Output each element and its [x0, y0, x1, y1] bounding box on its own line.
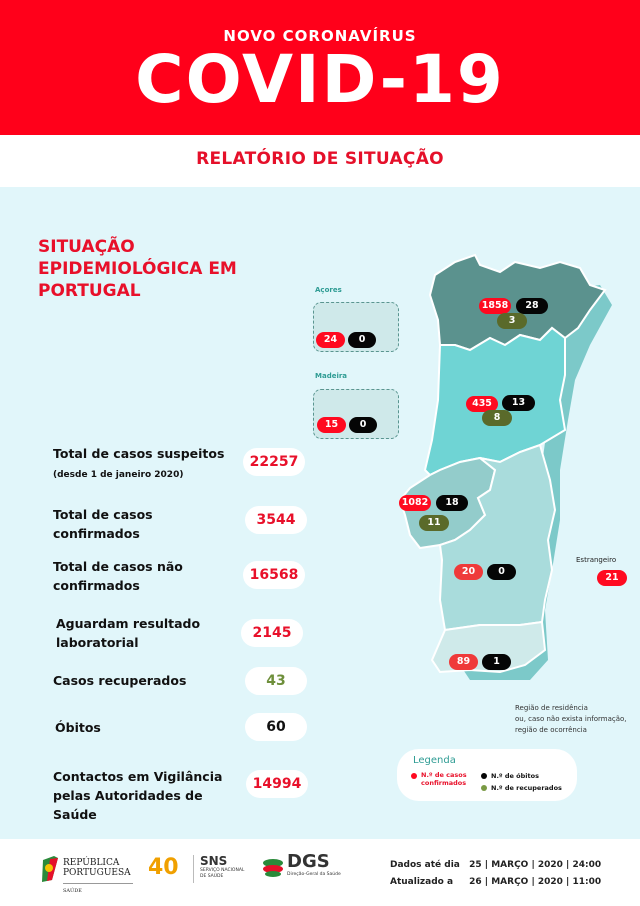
stat-label-text: Total de casos suspeitos — [53, 446, 225, 461]
alentejo-deaths-pill: 0 — [487, 564, 516, 580]
republica-flag-icon — [40, 856, 60, 882]
estrangeiro-label: Estrangeiro — [576, 556, 617, 564]
stat-value-deaths: 60 — [245, 713, 307, 741]
stat-value-not-confirmed: 16568 — [243, 561, 305, 589]
stat-label-awaiting: Aguardam resultado laboratorial — [56, 616, 201, 650]
map-note-line: região de ocorrência — [515, 726, 587, 734]
acores-label: Açores — [315, 286, 342, 294]
header-banner: NOVO CORONAVÍRUS COVID-19 — [0, 0, 640, 135]
norte-recovered-pill: 3 — [497, 313, 527, 329]
madeira-deaths-pill: 0 — [349, 417, 377, 433]
confirmed-dot-icon — [411, 773, 417, 779]
lisboa-deaths-pill: 18 — [436, 495, 468, 511]
legend-deaths: N.º de óbitos — [491, 772, 539, 780]
stat-label-not-confirmed: Total de casos não confirmados — [53, 559, 183, 593]
republica-name: REPÚBLICA PORTUGUESA — [63, 858, 131, 878]
data-until-value: 25 | MARÇO | 2020 | 24:00 — [469, 860, 602, 870]
dgs-logo: DGS Direção-Geral da Saúde — [287, 851, 341, 878]
centro-deaths-pill: 13 — [502, 395, 535, 411]
republica-logo-text: REPÚBLICA PORTUGUESA SAÚDE — [63, 858, 133, 896]
sns-40-logo: 40 — [148, 855, 179, 880]
map-note-line: ou, caso não exista informação, — [515, 715, 627, 723]
stat-value-contacts: 14994 — [246, 770, 308, 798]
republica-sub: SAÚDE — [63, 883, 133, 896]
lisboa-recovered-pill: 11 — [419, 515, 449, 531]
stat-label-note: (desde 1 de janeiro 2020) — [53, 470, 184, 480]
updated-row: Atualizado a 26 | MARÇO | 2020 | 11:00 — [390, 874, 601, 891]
estrangeiro-confirmed-pill: 21 — [597, 570, 627, 586]
alentejo-confirmed-pill: 20 — [454, 564, 483, 580]
acores-confirmed-pill: 24 — [316, 332, 345, 348]
stat-label-deaths: Óbitos — [55, 720, 101, 735]
sns-name: SNS — [200, 854, 228, 868]
deaths-dot-icon — [481, 773, 487, 779]
report-title-bar: RELATÓRIO DE SITUAÇÃO — [0, 135, 640, 187]
algarve-confirmed-pill: 89 — [449, 654, 478, 670]
norte-confirmed-pill: 1858 — [479, 298, 511, 314]
updated-label: Atualizado a — [390, 877, 454, 887]
report-title: RELATÓRIO DE SITUAÇÃO — [196, 149, 444, 169]
dgs-emblem-icon — [262, 858, 284, 878]
legend-title: Legenda — [413, 755, 456, 766]
recovered-dot-icon — [481, 785, 487, 791]
report-dates: Dados até dia 25 | MARÇO | 2020 | 24:00 … — [390, 857, 601, 891]
stat-label-confirmed: Total de casos confirmados — [53, 507, 153, 541]
madeira-label: Madeira — [315, 372, 348, 380]
data-until-label: Dados até dia — [390, 860, 460, 870]
sns-sub: SERVIÇO NACIONAL DE SAÚDE — [200, 868, 245, 879]
map-legend: Legenda N.º de casos confirmados N.º de … — [397, 749, 577, 801]
legend-recovered: N.º de recuperados — [491, 784, 562, 792]
dgs-name: DGS — [287, 851, 330, 872]
header-title: COVID-19 — [135, 41, 505, 118]
algarve-deaths-pill: 1 — [482, 654, 511, 670]
map-note: Região de residência ou, caso não exista… — [515, 703, 635, 736]
stat-value-suspected: 22257 — [243, 448, 305, 476]
centro-recovered-pill: 8 — [482, 410, 512, 426]
data-until-row: Dados até dia 25 | MARÇO | 2020 | 24:00 — [390, 857, 601, 874]
section-title: SITUAÇÃO EPIDEMIOLÓGICA EM PORTUGAL — [38, 237, 237, 301]
dgs-sub: Direção-Geral da Saúde — [287, 872, 341, 877]
lisboa-confirmed-pill: 1082 — [399, 495, 431, 511]
stat-value-awaiting: 2145 — [241, 619, 303, 647]
header-subtitle: NOVO CORONAVÍRUS — [223, 27, 417, 45]
centro-confirmed-pill: 435 — [466, 396, 498, 412]
legend-confirmed: N.º de casos confirmados — [421, 771, 467, 787]
stat-value-confirmed: 3544 — [245, 506, 307, 534]
logo-divider — [193, 855, 194, 883]
stat-label-suspected: Total de casos suspeitos (desde 1 de jan… — [53, 444, 243, 485]
updated-value: 26 | MARÇO | 2020 | 11:00 — [469, 877, 602, 887]
sns-logo: SNS SERVIÇO NACIONAL DE SAÚDE — [200, 854, 250, 880]
footer — [0, 839, 640, 906]
stat-label-contacts: Contactos em Vigilância pelas Autoridade… — [53, 769, 223, 822]
stat-label-recovered: Casos recuperados — [53, 673, 187, 688]
acores-deaths-pill: 0 — [348, 332, 376, 348]
norte-deaths-pill: 28 — [516, 298, 548, 314]
map-note-line: Região de residência — [515, 704, 588, 712]
madeira-confirmed-pill: 15 — [317, 417, 346, 433]
stat-value-recovered: 43 — [245, 667, 307, 695]
